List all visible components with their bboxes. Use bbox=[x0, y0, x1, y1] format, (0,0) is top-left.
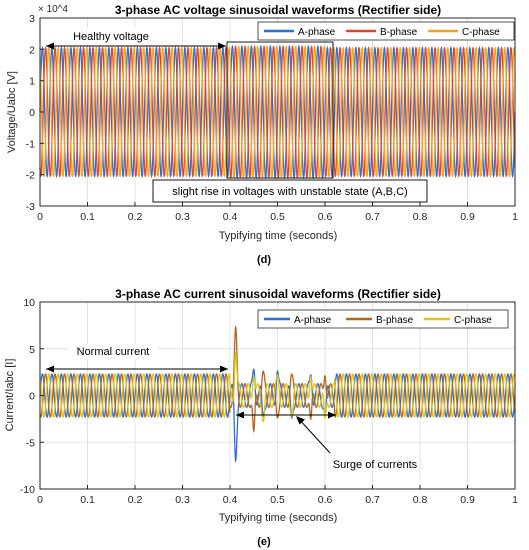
voltage-y-tick-label: 2 bbox=[29, 44, 35, 56]
voltage-legend-box bbox=[257, 21, 515, 41]
current-y-axis-label: Current/Iabc [I] bbox=[4, 359, 16, 432]
voltage-x-axis-label: Typifying time (seconds) bbox=[219, 230, 338, 242]
voltage-y-exponent: × 10^4 bbox=[38, 4, 68, 15]
unstable-voltage-label-box bbox=[152, 179, 428, 203]
normal-current-label: Normal current bbox=[77, 346, 150, 358]
voltage-x-tick-label: 0 bbox=[37, 211, 43, 223]
voltage-y-tick-label: 0 bbox=[29, 107, 35, 119]
voltage-y-tick-label: -2 bbox=[26, 170, 35, 182]
surge-span-arrowhead-left bbox=[236, 411, 244, 419]
voltage-legend-c-label: C-phase bbox=[462, 27, 500, 38]
current-series-a-phase bbox=[39, 368, 516, 464]
voltage-chart: 0 0.1 0.2 0.3 0.4 0.5 0.6 0.7 0.8 0.9 1 -3 -2 -1 0 1 2 3… bbox=[6, 3, 518, 266]
unstable-voltage-label: slight rise in voltages with unstable st… bbox=[172, 186, 407, 198]
healthy-voltage-annotation: Healthy voltage bbox=[46, 28, 226, 50]
current-x-tick-label: 0.2 bbox=[128, 494, 143, 506]
voltage-y-tick-label: 1 bbox=[29, 76, 35, 88]
current-x-tick-label: 0.5 bbox=[270, 494, 285, 506]
voltage-chart-title: 3-phase AC voltage sinusoidal waveforms … bbox=[115, 3, 441, 17]
current-chart: 0 0.1 0.2 0.3 0.4 0.5 0.6 0.7 0.8 0.9 1 -10-50510 … bbox=[4, 287, 518, 548]
voltage-y-tick-label: -1 bbox=[26, 138, 35, 150]
voltage-x-tick-label: 0.2 bbox=[128, 211, 143, 223]
surge-currents-label: Surge of currents bbox=[333, 459, 418, 471]
voltage-y-axis-label: Voltage/Uabc [V] bbox=[6, 71, 18, 153]
current-y-tick-label: -10 bbox=[20, 484, 35, 496]
current-legend: A-phase B-phase C-phase bbox=[257, 309, 509, 329]
voltage-y-exponent-text: × 10^4 bbox=[38, 4, 68, 15]
voltage-x-tick-label: 0.3 bbox=[175, 211, 190, 223]
current-x-tick-label: 0.3 bbox=[175, 494, 190, 506]
normal-current-arrowhead-left bbox=[46, 365, 54, 373]
voltage-x-tick-label: 0.5 bbox=[270, 211, 285, 223]
current-x-tick-label: 0.9 bbox=[460, 494, 475, 506]
current-x-tick-label: 1 bbox=[512, 494, 518, 506]
surge-pointer-arrow bbox=[297, 417, 331, 454]
current-y-tick-label: 10 bbox=[23, 297, 35, 309]
voltage-series-b-phase bbox=[39, 45, 516, 179]
normal-current-label-bg bbox=[68, 344, 158, 359]
voltage-legend-a-label: A-phase bbox=[298, 27, 336, 38]
unstable-voltage-annotation: slight rise in voltages with unstable st… bbox=[152, 179, 428, 203]
current-series-group bbox=[39, 325, 516, 464]
current-y-tick-label: 0 bbox=[29, 391, 35, 403]
voltage-x-tick-label: 0.8 bbox=[413, 211, 428, 223]
voltage-x-tick-label: 0.7 bbox=[365, 211, 380, 223]
surge-span-arrowhead-right bbox=[328, 411, 336, 419]
current-x-tick-label: 0.1 bbox=[80, 494, 95, 506]
current-legend-c-label: C-phase bbox=[454, 315, 492, 326]
healthy-voltage-label-bg bbox=[64, 28, 158, 44]
current-y-tick-label: -5 bbox=[26, 437, 35, 449]
current-x-tick-label: 0.6 bbox=[318, 494, 333, 506]
current-series-c-phase bbox=[39, 351, 516, 423]
healthy-voltage-arrowhead-right bbox=[218, 42, 226, 50]
current-legend-a-label: A-phase bbox=[294, 315, 332, 326]
current-x-ticks: 0 0.1 0.2 0.3 0.4 0.5 0.6 0.7 0.8 0.9 1 bbox=[37, 485, 518, 506]
voltage-panel-label: (d) bbox=[257, 254, 271, 266]
voltage-legend-b-label: B-phase bbox=[380, 27, 418, 38]
healthy-voltage-label: Healthy voltage bbox=[73, 31, 149, 43]
current-y-tick-label: 5 bbox=[29, 344, 35, 356]
current-x-tick-label: 0.7 bbox=[365, 494, 380, 506]
current-x-tick-label: 0 bbox=[37, 494, 43, 506]
voltage-x-tick-label: 0.1 bbox=[80, 211, 95, 223]
surge-currents-annotation: Surge of currents bbox=[236, 411, 418, 471]
voltage-x-ticks: 0 0.1 0.2 0.3 0.4 0.5 0.6 0.7 0.8 0.9 1 bbox=[37, 202, 518, 223]
voltage-y-tick-label: 3 bbox=[29, 13, 35, 25]
voltage-x-tick-label: 1 bbox=[512, 211, 518, 223]
voltage-legend: A-phase B-phase C-phase bbox=[257, 21, 515, 41]
current-panel-label: (e) bbox=[257, 536, 271, 548]
current-y-ticks: -10 -5 0 5 10 bbox=[20, 297, 44, 496]
healthy-voltage-arrowhead-left bbox=[46, 42, 54, 50]
voltage-y-tick-label: -3 bbox=[26, 201, 35, 213]
voltage-series-group bbox=[39, 44, 516, 180]
current-chart-title: 3-phase AC current sinusoidal waveforms … bbox=[115, 287, 441, 301]
current-x-tick-label: 0.4 bbox=[223, 494, 238, 506]
current-x-axis-label: Typifying time (seconds) bbox=[219, 512, 338, 524]
current-x-tick-label: 0.8 bbox=[413, 494, 428, 506]
current-legend-b-label: B-phase bbox=[376, 315, 414, 326]
normal-current-arrowhead-right bbox=[220, 365, 228, 373]
unstable-region-box bbox=[226, 41, 334, 179]
normal-current-annotation: Normal current bbox=[46, 344, 228, 373]
voltage-series-a-phase bbox=[39, 44, 516, 180]
current-legend-box bbox=[257, 309, 509, 329]
voltage-series-c-phase bbox=[39, 45, 516, 179]
voltage-x-tick-label: 0.4 bbox=[223, 211, 238, 223]
current-series-b-phase bbox=[39, 325, 516, 434]
voltage-x-tick-label: 0.9 bbox=[460, 211, 475, 223]
voltage-y-ticks: -3 -2 -1 0 1 2 3 bbox=[26, 13, 44, 213]
voltage-x-tick-label: 0.6 bbox=[318, 211, 333, 223]
surge-pointer-arrowhead bbox=[296, 416, 305, 425]
